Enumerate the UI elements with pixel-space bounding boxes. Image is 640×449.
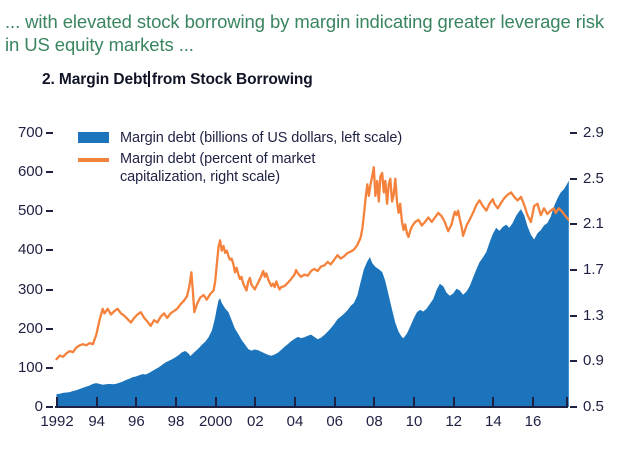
x-axis-tick-mark <box>452 397 455 407</box>
x-axis-tick-label: 2000 <box>198 413 233 430</box>
legend-label-dollars: Margin debt (billions of US dollars, lef… <box>120 130 403 146</box>
y-axis-right-tick-mark <box>570 360 577 363</box>
x-axis-tick-mark <box>373 397 376 407</box>
x-axis-tick-label: 06 <box>326 413 343 430</box>
y-axis-left-tick-label: 300 <box>17 280 43 298</box>
x-axis-tick-mark <box>95 397 98 407</box>
y-axis-left-tick-mark <box>46 366 53 369</box>
y-axis-left-tick-label: 100 <box>17 358 43 376</box>
legend-item-margin-debt-percent: Margin debt (percent of market capitaliz… <box>78 150 402 186</box>
y-axis-right-tick-mark <box>570 132 577 134</box>
y-axis-right-tick-label: 2.9 <box>583 124 604 141</box>
y-axis-right-tick-label: 0.5 <box>583 398 604 415</box>
figure-heading-text-after: from Stock Borrowing <box>151 71 313 88</box>
y-axis-right-tick-mark <box>570 314 577 317</box>
x-axis-tick-label: 10 <box>405 413 423 430</box>
x-axis-tick-label: 96 <box>127 413 145 430</box>
legend-item-margin-debt-dollars: Margin debt (billions of US dollars, lef… <box>78 129 402 147</box>
margin-debt-chart-plot <box>55 166 569 407</box>
x-axis-tick-label: 16 <box>524 413 542 430</box>
x-axis-tick-mark <box>254 397 257 407</box>
y-axis-left-tick-mark <box>46 288 53 291</box>
x-axis-tick-label: 02 <box>246 413 264 430</box>
x-axis-tick-mark <box>294 397 296 407</box>
x-axis-tick-label: 94 <box>88 413 105 430</box>
y-axis-left-tick-label: 600 <box>17 163 43 181</box>
x-axis-tick-label: 1992 <box>40 413 74 430</box>
legend-label-percent: Margin debt (percent of market capitaliz… <box>120 150 315 186</box>
figure-heading-text-before: 2. Margin Debt <box>42 71 148 88</box>
y-axis-right-tick-label: 2.1 <box>583 215 604 233</box>
y-axis-left-tick-mark <box>46 132 53 134</box>
x-axis-tick-mark <box>333 397 336 407</box>
y-axis-right-tick-label: 2.5 <box>583 169 604 187</box>
x-axis-line <box>55 406 568 408</box>
margin-debt-area-series <box>56 180 569 407</box>
y-axis-left-tick-label: 200 <box>17 319 43 337</box>
y-axis-right-tick-label: 1.3 <box>583 306 604 324</box>
x-axis-tick-label: 08 <box>365 413 383 430</box>
y-axis-left-tick-mark <box>46 249 53 252</box>
y-axis-left-tick-mark <box>46 210 53 213</box>
y-axis-left-tick-mark <box>46 406 53 408</box>
x-axis-tick-mark <box>566 397 568 407</box>
y-axis-right-tick-mark <box>570 223 577 226</box>
intro-caption: ... with elevated stock borrowing by mar… <box>5 11 605 55</box>
legend-label-percent-line1: Margin debt (percent of market <box>120 151 316 167</box>
legend-label-percent-line2: capitalization, right scale) <box>120 169 280 185</box>
x-axis-tick-mark <box>532 397 534 407</box>
orange-line-swatch-icon <box>78 158 109 162</box>
x-axis-tick-mark <box>175 397 177 407</box>
y-axis-left-tick-label: 500 <box>17 202 43 220</box>
legend: Margin debt (billions of US dollars, lef… <box>78 129 402 189</box>
y-axis-right-tick-label: 0.9 <box>583 352 604 370</box>
y-axis-right-tick-mark <box>570 406 577 408</box>
text-cursor <box>148 71 150 87</box>
blue-area-swatch-icon <box>78 132 109 143</box>
x-axis-tick-mark <box>135 397 138 407</box>
x-axis-tick-label: 98 <box>167 413 185 430</box>
x-axis-tick-label: 14 <box>484 413 502 430</box>
y-axis-left-tick-label: 400 <box>17 241 43 259</box>
x-axis-tick-mark <box>56 397 58 407</box>
y-axis-right-tick-mark <box>570 177 577 180</box>
x-axis-tick-label: 04 <box>286 413 304 430</box>
y-axis-left-tick-mark <box>46 171 53 174</box>
y-axis-left-tick-label: 700 <box>17 124 43 141</box>
y-axis-right-tick-label: 1.7 <box>583 261 604 278</box>
y-axis-right-tick-mark <box>570 269 577 271</box>
y-axis-left-tick-mark <box>46 327 53 330</box>
figure-heading: 2. Margin Debt from Stock Borrowing <box>42 71 313 89</box>
x-axis-tick-label: 12 <box>445 413 462 430</box>
y-axis-left-tick-label: 0 <box>34 398 43 415</box>
x-axis-tick-mark <box>492 397 495 407</box>
x-axis-tick-mark <box>214 397 217 407</box>
margin-debt-percent-line-series <box>55 166 569 361</box>
x-axis-tick-mark <box>413 397 415 407</box>
